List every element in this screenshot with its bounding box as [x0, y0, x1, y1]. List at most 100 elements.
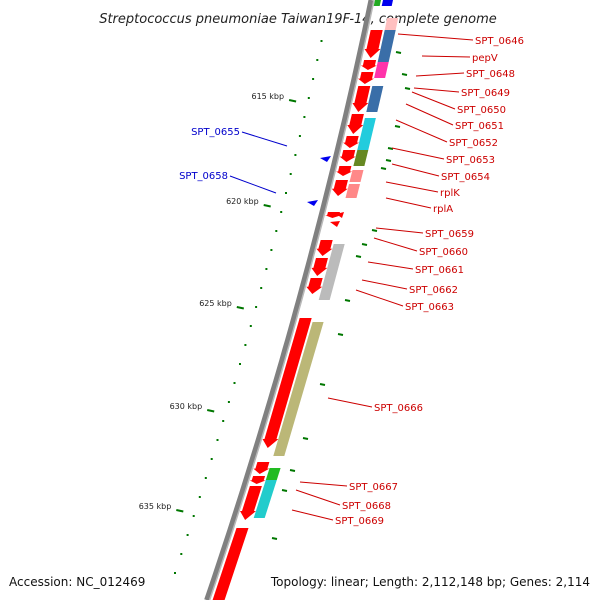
gene-peptidase-arrow: [360, 60, 377, 70]
gene-small-c-arrow: [249, 476, 266, 484]
feature-mark-9: [355, 255, 362, 258]
cog-bar-salmon-2: [345, 184, 360, 198]
leader-SPT_0659: [375, 227, 424, 234]
gene-spt0651-arrow: [343, 136, 360, 148]
leader-SPT_0663: [355, 289, 404, 307]
gene-labels: SPT_0646 pepV SPT_0648 SPT_0649 SPT_0650 SPT_…: [179, 33, 524, 527]
scale-dot: [239, 363, 241, 365]
feature-mark-15: [281, 489, 288, 492]
scale-dot: [249, 325, 252, 327]
scale-dot: [270, 249, 273, 251]
leader-SPT_0646: [397, 33, 474, 41]
tick-label-0: 615 kbp: [251, 92, 284, 101]
scale-dot: [192, 515, 195, 517]
tick-label-4: 635 kbp: [139, 502, 172, 511]
top-green-gene: [373, 0, 381, 6]
scale-dot: [204, 477, 207, 479]
feature-mark-3: [394, 125, 401, 128]
gene-spt0661-arrow: [311, 258, 328, 276]
gene-small-a-arrow: [358, 72, 374, 84]
tick-4: [176, 509, 184, 513]
feature-mark-0: [395, 51, 402, 54]
cog-bar-cyan-2: [253, 480, 277, 518]
leader-rplA: [385, 197, 432, 209]
cog-bar-khaki: [273, 322, 324, 456]
gene-spt0655-arrow: [320, 156, 331, 162]
gene-spt0646-arrow: [364, 30, 383, 58]
gene-label: SPT_0669: [335, 516, 384, 527]
scale-dot: [227, 401, 230, 403]
scale-dot: [307, 97, 310, 99]
scale-dot: [316, 59, 319, 61]
scale-dot: [186, 534, 189, 536]
backbone-line: [204, 0, 374, 600]
gene-label: SPT_0661: [415, 265, 464, 276]
tick-1: [263, 204, 271, 208]
genome-backbone: [204, 0, 375, 600]
scale-dot: [260, 287, 263, 289]
leader-SPT_0668: [295, 489, 341, 506]
feature-mark-8: [361, 243, 368, 246]
scale-dot: [320, 40, 323, 42]
tick-label-1: 620 kbp: [226, 197, 259, 206]
gene-label: SPT_0653: [446, 155, 495, 166]
gene-spt0666-arrow: [262, 318, 312, 448]
scale-dot: [210, 458, 213, 460]
leader-SPT_0661: [367, 261, 414, 270]
feature-mark-12: [319, 383, 326, 386]
gene-spt0653-arrow: [336, 166, 353, 176]
feature-mark-6: [380, 167, 387, 170]
scale-dot: [289, 173, 292, 175]
gene-label: SPT_0666: [374, 403, 423, 414]
gene-spt0654-arrow: [331, 180, 348, 196]
gene-spt0652-arrow: [339, 150, 356, 162]
feature-mark-14: [289, 469, 296, 472]
scale-dot: [255, 306, 258, 308]
feature-mark-1: [401, 73, 408, 76]
scale-dot: [280, 211, 283, 213]
feature-mark-4: [387, 147, 394, 150]
gene-label: pepV: [472, 53, 498, 64]
cog-bar-blue: [377, 30, 396, 62]
leader-SPT_0658: [229, 175, 277, 194]
gene-label: SPT_0650: [457, 105, 506, 116]
gene-spt0658-arrow: [307, 200, 318, 206]
topology-label: Topology: linear; Length: 2,112,148 bp; …: [270, 575, 590, 589]
gene-label: rplK: [440, 188, 460, 199]
leader-SPT_0666: [327, 397, 373, 408]
leader-SPT_0669: [291, 509, 334, 521]
tick-label-3: 630 kbp: [170, 402, 203, 411]
leader-SPT_0653: [391, 147, 445, 160]
feature-mark-7: [371, 229, 378, 232]
scale-dot: [222, 420, 225, 422]
gene-label: SPT_0658: [179, 171, 228, 182]
scale-ticks: 615 kbp 620 kbp 625 kbp 630 kbp 635 kbp: [139, 92, 297, 513]
cog-bar-cyan: [357, 118, 376, 150]
scale-dot: [312, 78, 315, 80]
gene-label: SPT_0649: [461, 88, 510, 99]
gene-spt0660-arrow: [316, 240, 333, 256]
leader-SPT_0667: [299, 481, 348, 487]
scale-dot: [298, 135, 301, 137]
leader-SPT_0655: [241, 131, 288, 147]
cog-bar-salmon: [349, 170, 364, 182]
feature-mark-11: [337, 333, 344, 336]
tick-0: [288, 99, 297, 103]
gene-spt0662-arrow: [306, 278, 323, 294]
gene-label: SPT_0662: [409, 285, 458, 296]
feature-mark-5: [385, 159, 392, 162]
leader-rplK: [385, 181, 439, 193]
scale-dot: [198, 496, 201, 498]
scale-dot: [244, 344, 247, 346]
gene-label: SPT_0655: [191, 127, 240, 138]
top-blue-gene: [381, 0, 393, 6]
feature-mark-13: [302, 437, 309, 440]
scale-dot: [233, 382, 236, 384]
cog-bar-blue-2: [366, 86, 384, 112]
leader-SPT_0649: [413, 87, 460, 93]
scale-dot: [285, 192, 287, 194]
gene-spt0659-arrow: [336, 212, 344, 218]
scale-dot: [275, 230, 278, 232]
gene-spt0668-arrow: [240, 486, 262, 520]
